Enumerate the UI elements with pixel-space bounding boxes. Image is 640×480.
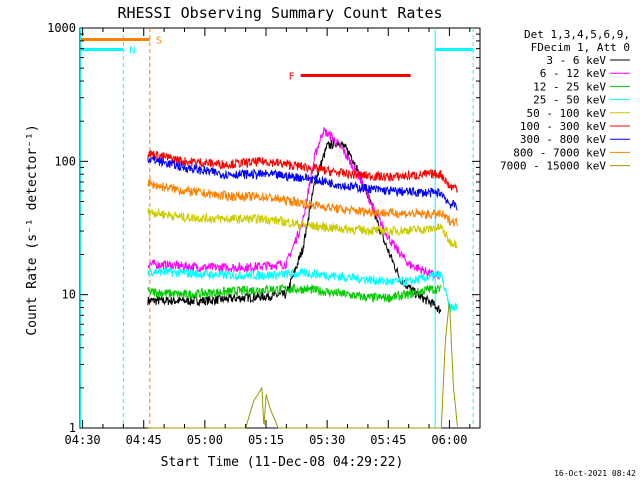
x-tick-label: 06:00 (431, 433, 467, 447)
legend-label: 25 - 50 keV (533, 94, 606, 107)
chart-title: RHESSI Observing Summary Count Rates (117, 4, 442, 22)
legend-label: 3 - 6 keV (546, 54, 606, 67)
y-axis: 1 10 100 1000 (47, 21, 480, 435)
series-line (147, 207, 458, 249)
x-tick-label: 04:45 (126, 433, 162, 447)
series-line (147, 155, 458, 211)
legend-label: 6 - 12 keV (540, 67, 607, 80)
x-tick-label: 04:30 (65, 433, 101, 447)
legend-label: 300 - 800 keV (520, 133, 606, 146)
flag-label: S (156, 35, 162, 46)
series-line (147, 303, 458, 429)
series-line (147, 127, 442, 280)
series-line (147, 150, 458, 193)
flag-label: F (289, 72, 295, 83)
x-tick-label: 05:45 (370, 433, 406, 447)
series-line (147, 283, 442, 304)
series-line (147, 266, 458, 313)
x-tick-label: 05:30 (309, 433, 345, 447)
x-axis: 04:30 04:45 05:00 05:15 05:30 05:45 06:00 (65, 28, 471, 447)
x-axis-label: Start Time (11-Dec-08 04:29:22) (161, 455, 404, 470)
y-tick-label: 100 (54, 154, 76, 168)
y-tick-label: 1000 (47, 21, 76, 35)
legend: Det 1,3,4,5,6,9,FDecim 1, Att 03 - 6 keV… (500, 28, 630, 173)
y-tick-label: 10 (62, 288, 76, 302)
flag-label: N (129, 45, 135, 56)
y-tick-label: 1 (69, 421, 76, 435)
legend-label: 12 - 25 keV (533, 80, 606, 93)
legend-header: FDecim 1, Att 0 (531, 41, 630, 54)
legend-header: Det 1,3,4,5,6,9, (524, 28, 630, 41)
y-axis-label: Count Rate (s⁻¹ detector⁻¹) (25, 124, 40, 335)
legend-label: 100 - 300 keV (520, 120, 606, 133)
footer-timestamp: 16-Oct-2021 08:42 (554, 469, 636, 478)
x-tick-label: 05:15 (248, 433, 284, 447)
x-tick-label: 05:00 (187, 433, 223, 447)
legend-label: 7000 - 15000 keV (500, 160, 606, 173)
legend-label: 50 - 100 keV (527, 107, 607, 120)
legend-label: 800 - 7000 keV (513, 146, 606, 159)
series-line (147, 178, 458, 228)
plot-area: S N F (79, 27, 481, 429)
